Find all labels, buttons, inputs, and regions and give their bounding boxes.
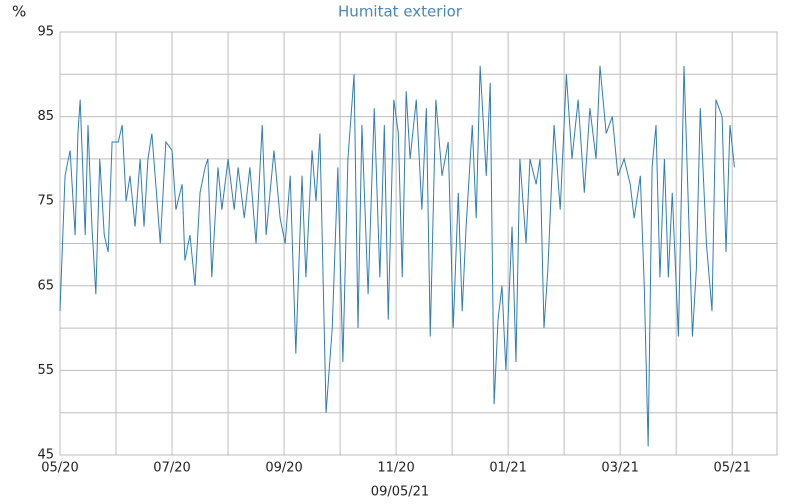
x-tick-label: 01/21 — [489, 461, 526, 476]
x-tick-label: 03/21 — [601, 461, 638, 476]
y-tick-label: 85 — [37, 109, 54, 124]
x-tick-label: 05/20 — [41, 461, 78, 476]
x-tick-label: 07/20 — [153, 461, 190, 476]
line-series — [59, 65, 735, 447]
x-axis-label: 09/05/21 — [371, 485, 429, 500]
y-tick-label: 75 — [37, 194, 54, 209]
y-tick-label: 55 — [37, 363, 54, 378]
x-tick-label: 05/21 — [713, 461, 750, 476]
y-tick-label: 95 — [37, 25, 54, 40]
y-axis-label: % — [12, 3, 26, 21]
y-tick-label: 65 — [37, 278, 54, 293]
x-tick-label: 11/20 — [377, 461, 414, 476]
plot-frame — [59, 31, 778, 456]
chart-title: Humitat exterior — [338, 3, 463, 21]
y-tick-label: 45 — [37, 448, 54, 463]
x-tick-label: 09/20 — [265, 461, 302, 476]
